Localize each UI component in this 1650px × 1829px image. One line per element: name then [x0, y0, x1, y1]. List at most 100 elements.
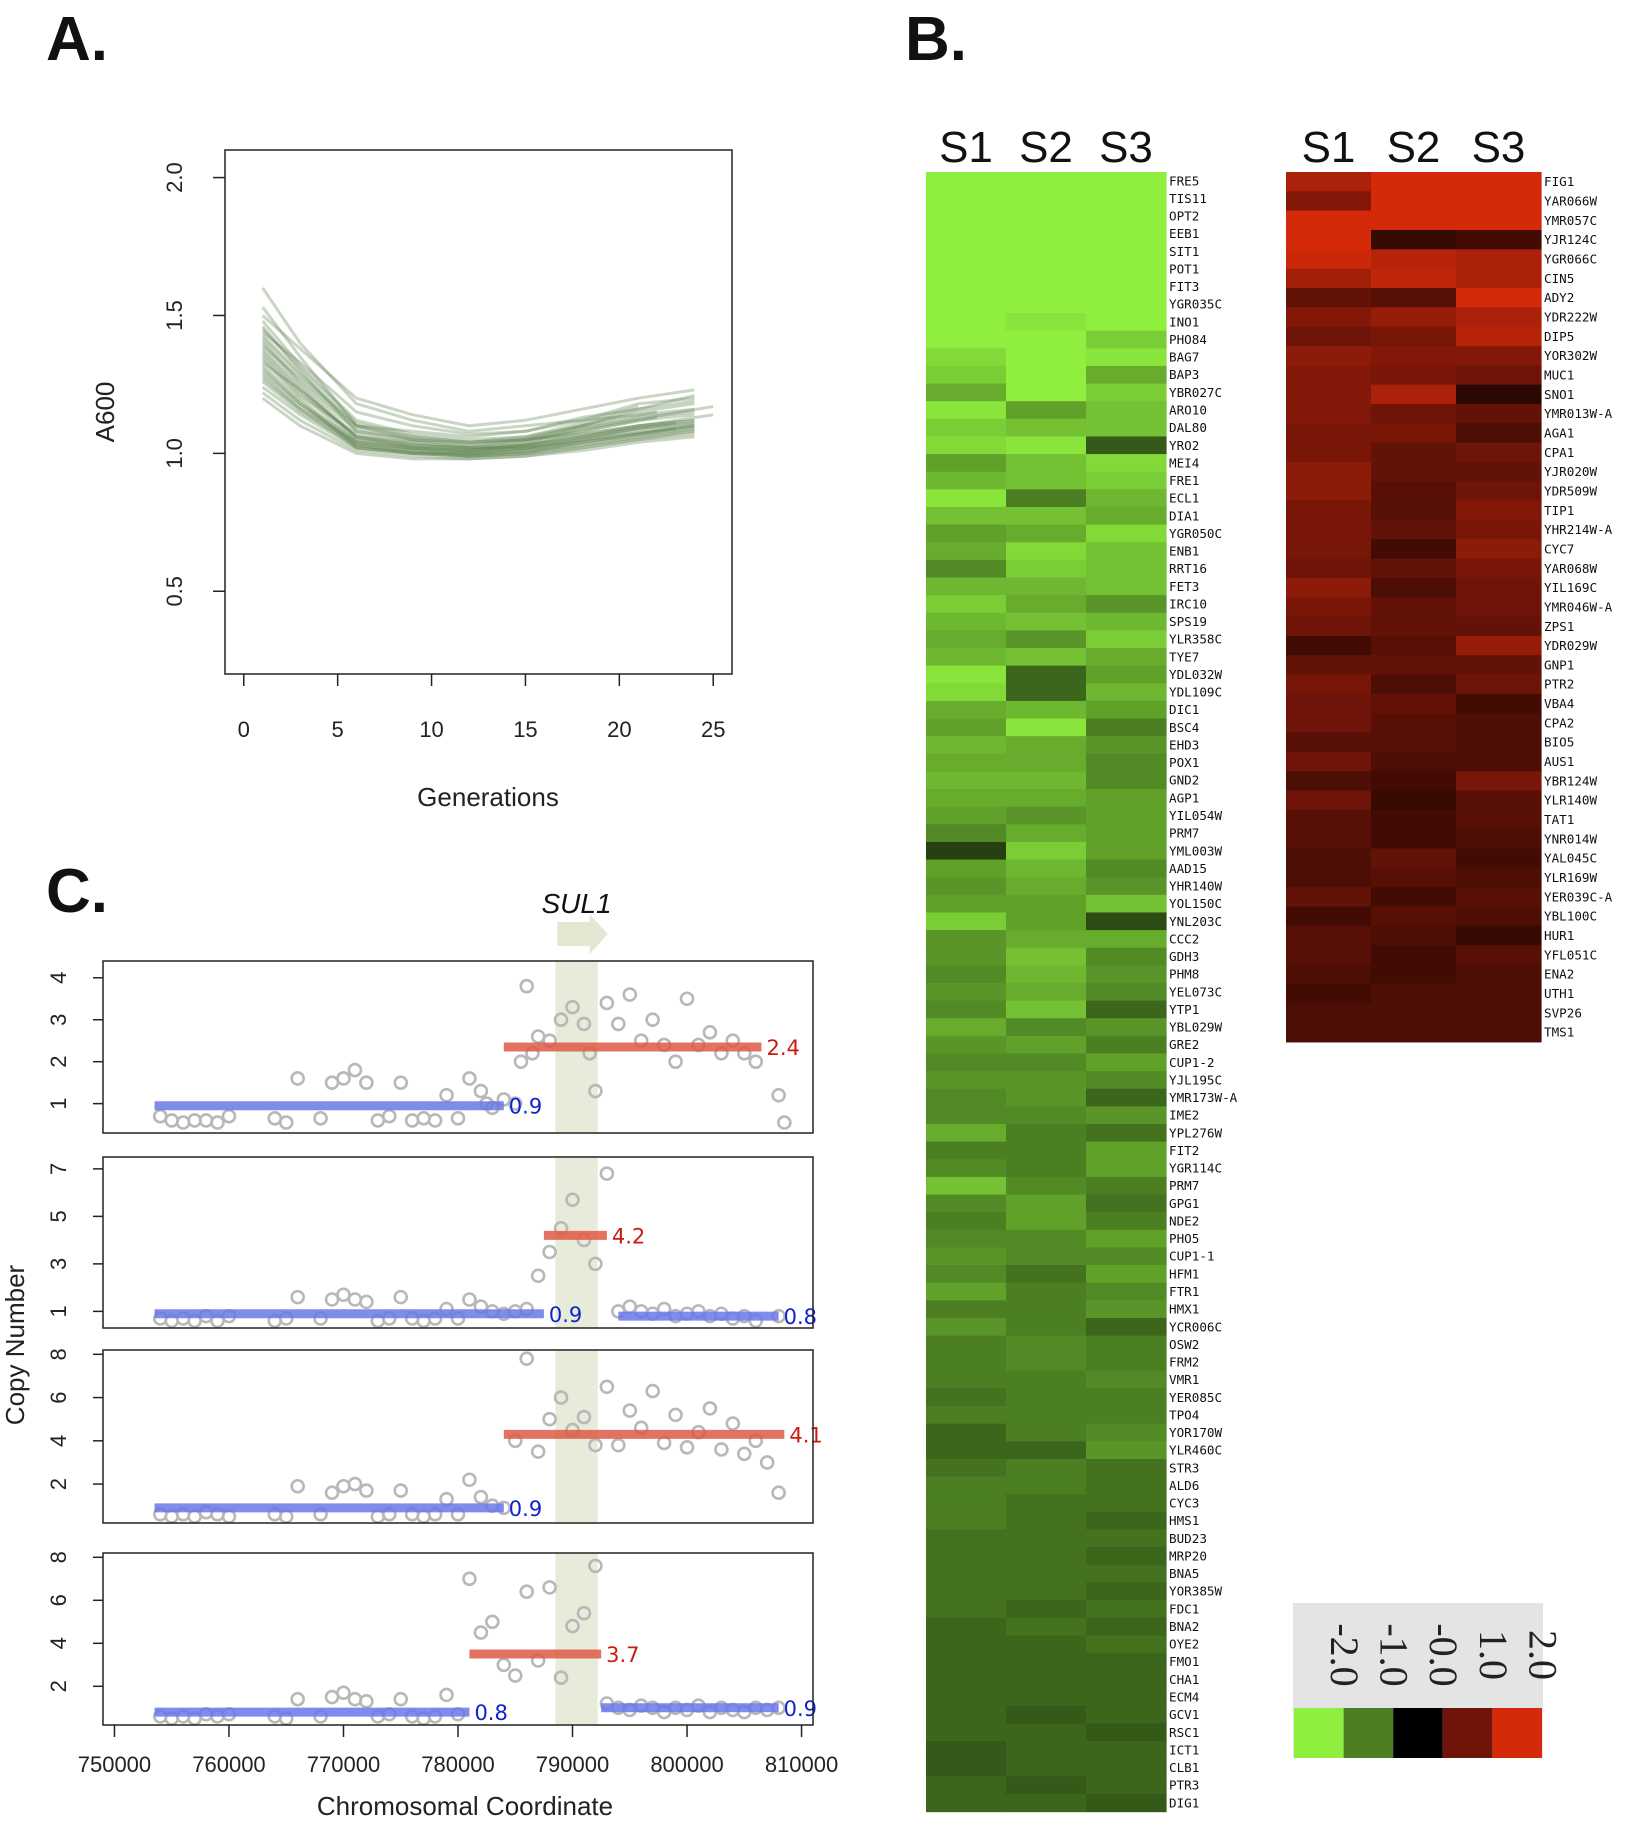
heatmap-cell: [1286, 925, 1372, 946]
gene-label: SVP26: [1544, 1005, 1582, 1020]
gene-label: FIT3: [1169, 279, 1199, 294]
gene-label: OYE2: [1169, 1637, 1199, 1652]
heatmap-cell: [1086, 506, 1167, 526]
gene-label: YMR173W-A: [1169, 1090, 1238, 1105]
heatmap-cell: [1006, 1635, 1087, 1654]
heatmap-cell: [926, 1458, 1007, 1478]
heatmap-cell: [1086, 418, 1167, 438]
heatmap-cell: [1086, 1723, 1167, 1742]
cn-point: [473, 1489, 489, 1505]
heatmap-cell: [1006, 1159, 1087, 1178]
gene-label: TPO4: [1169, 1407, 1199, 1422]
cn-point: [416, 1111, 431, 1126]
heatmap-cell: [1456, 500, 1542, 521]
heatmap-cell: [1286, 403, 1372, 424]
heatmap-cell: [1006, 1758, 1087, 1777]
gene-label: PTR3: [1169, 1778, 1199, 1793]
growth-line-rep2: [261, 306, 695, 439]
heatmap-cell: [1456, 577, 1542, 598]
gene-label: YER085C: [1169, 1390, 1222, 1405]
growth-line-rep17: [261, 330, 695, 436]
heatmap-cell: [1371, 519, 1457, 540]
legend-swatch: [1343, 1708, 1394, 1758]
x-tick-label: 790000: [536, 1752, 609, 1777]
cn-point: [290, 1478, 305, 1494]
cn-point: [679, 991, 695, 1007]
gene-label: AUS1: [1544, 754, 1574, 769]
heatmap-cell: [1371, 713, 1457, 734]
heatmap-cell: [926, 242, 1007, 261]
heatmap-cell: [1371, 751, 1457, 772]
heatmap-cell: [1006, 172, 1087, 191]
gene-label: HFM1: [1169, 1266, 1199, 1281]
heatmap-cell: [926, 789, 1007, 808]
heatmap-cell: [926, 1265, 1007, 1284]
gene-label: POX1: [1169, 755, 1199, 770]
heatmap-column-header: S3: [1472, 123, 1526, 172]
heatmap-cell: [1086, 965, 1167, 984]
heatmap-cell: [926, 330, 1007, 349]
heatmap-cell: [926, 1000, 1007, 1019]
gene-label: YIL169C: [1544, 580, 1597, 595]
gene-label: POT1: [1169, 261, 1199, 276]
heatmap-cell: [1006, 1247, 1087, 1266]
gene-label: PHM8: [1169, 967, 1199, 982]
heatmap-cell: [1286, 906, 1372, 927]
gene-label: YDL109C: [1169, 685, 1222, 700]
heatmap-column-header: S3: [1099, 123, 1153, 172]
heatmap-cell: [1086, 859, 1167, 878]
gene-label: YPL276W: [1169, 1125, 1222, 1140]
heatmap-cell: [1371, 925, 1457, 946]
gene-label: ENA2: [1544, 967, 1574, 982]
cn-point: [645, 1012, 660, 1028]
heatmap-cell: [1006, 1088, 1087, 1107]
heatmap-cell: [1371, 635, 1457, 656]
cn-point: [393, 1289, 409, 1305]
sul1-arrow-icon: [557, 914, 608, 954]
heatmap-cell: [1006, 559, 1087, 579]
heatmap-cell: [1286, 268, 1372, 289]
x-tick-label: 760000: [192, 1752, 265, 1777]
cn-point: [736, 1446, 752, 1462]
legend-label: 1.0: [1471, 1630, 1516, 1680]
cn-point: [485, 1614, 500, 1630]
panel-c-letter: C.: [46, 857, 108, 926]
gene-label: PRM7: [1169, 1178, 1199, 1193]
heatmap-cell: [1371, 210, 1457, 231]
segment-label: 0.9: [509, 1497, 542, 1521]
heatmap-cell: [1006, 912, 1087, 931]
cn-point: [507, 1668, 523, 1683]
cn-point: [588, 1256, 603, 1272]
heatmap-cell: [926, 1776, 1007, 1795]
heatmap-cell: [1086, 1035, 1167, 1055]
heatmap-cell: [1086, 1317, 1167, 1337]
heatmap-cell: [1371, 326, 1457, 347]
heatmap-cell: [1286, 461, 1372, 482]
gene-label: AGP1: [1169, 790, 1199, 805]
heatmap-left: S1 S2 S3 FRE5 TIS11 OPT2 EEB1 SIT1 POT1 FIT3 YGR03…: [926, 123, 1238, 1813]
heatmap-cell: [1286, 635, 1372, 656]
panel-c-subplots: SUL10.92.412340.94.20.813570.94.124680.8…: [46, 888, 838, 1777]
cn-point: [462, 1571, 477, 1587]
gene-label: YBL100C: [1544, 909, 1597, 924]
heatmap-cell: [1286, 558, 1372, 579]
heatmap-cell: [1371, 345, 1457, 366]
growth-line-rep3: [261, 320, 695, 442]
heatmap-cell: [1006, 1741, 1087, 1760]
heatmap-cell: [1086, 313, 1167, 332]
heatmap-cell: [1006, 1071, 1087, 1090]
heatmap-cell: [926, 1441, 1007, 1460]
heatmap-cell: [1371, 403, 1457, 424]
heatmap-cell: [1006, 665, 1087, 684]
heatmap-cell: [926, 859, 1007, 878]
heatmap-cell: [1006, 330, 1087, 349]
heatmap-cell: [1286, 519, 1372, 540]
gene-label: FRM2: [1169, 1355, 1199, 1370]
gene-label: YGR050C: [1169, 526, 1222, 541]
cn-point: [221, 1108, 237, 1124]
gene-label: CIN5: [1544, 271, 1574, 286]
y-tick-label: 2: [46, 1680, 71, 1692]
gene-label: YGR066C: [1544, 251, 1597, 266]
heatmap-cell: [1286, 751, 1372, 772]
